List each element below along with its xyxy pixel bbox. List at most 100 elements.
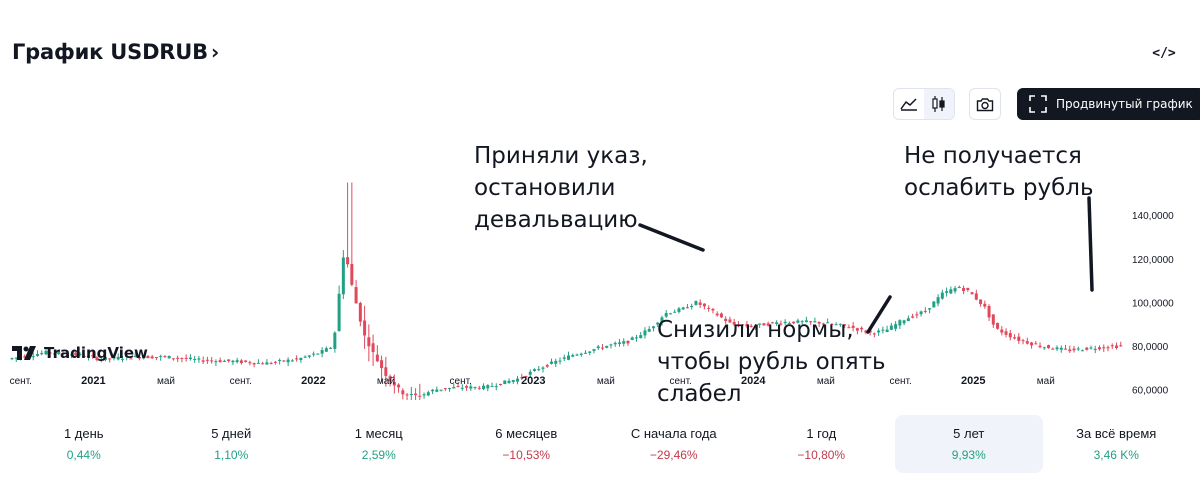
candle-body [1119, 345, 1123, 347]
period-ytd[interactable]: С начала года −29,46% [600, 415, 748, 473]
candle-body [23, 356, 27, 358]
candle-body [95, 357, 99, 361]
candle-body [928, 308, 932, 310]
candle-body [1106, 347, 1110, 349]
candle-body [609, 344, 613, 346]
candle-body [35, 354, 39, 356]
candle-body [1013, 337, 1017, 339]
candle-body [222, 360, 226, 362]
candle-body [630, 337, 634, 340]
candle-body [435, 389, 439, 392]
candle-body [962, 287, 966, 292]
time-tick-label: сент. [670, 376, 692, 387]
candle-body [490, 385, 494, 387]
candle-body [256, 362, 260, 364]
candle-body [486, 385, 490, 389]
period-label: 1 день [63, 426, 104, 441]
chart-toolbar: Продвинутый график [893, 88, 1200, 120]
advanced-chart-button[interactable]: Продвинутый график [1017, 88, 1200, 120]
period-5d[interactable]: 5 дней 1,10% [158, 415, 306, 473]
candle-body [1064, 348, 1068, 350]
annotation-arrows [638, 196, 1094, 334]
candle-body [936, 297, 940, 304]
period-all[interactable]: За всё время 3,46 K% [1043, 415, 1191, 473]
candle-body [860, 327, 864, 330]
candle-body [813, 321, 817, 323]
candle-body [1089, 347, 1093, 349]
period-1y[interactable]: 1 год −10,80% [748, 415, 896, 473]
period-6m[interactable]: 6 месяцев −10,53% [453, 415, 601, 473]
candle-body [677, 308, 681, 312]
candle-body [460, 387, 464, 389]
candle-body [855, 328, 859, 331]
candle-body [40, 352, 44, 355]
candle-body [82, 355, 86, 357]
page-title[interactable]: График USDRUB › [12, 40, 219, 64]
candle-body [528, 371, 532, 375]
candle-body [821, 323, 825, 325]
candle-body [779, 323, 783, 325]
candle-body [668, 313, 672, 315]
candle-body [745, 324, 749, 327]
candle-body [341, 257, 345, 295]
candle-body [1021, 340, 1025, 342]
candle-body [991, 314, 995, 325]
period-selector: 1 день 0,44% 5 дней 1,10% 1 месяц 2,59% … [10, 415, 1190, 473]
candle-body [545, 365, 549, 367]
candle-body [516, 378, 520, 382]
candle-body [354, 287, 358, 304]
period-change: 1,10% [214, 448, 249, 462]
time-tick-label: май [1037, 376, 1055, 387]
period-label: 5 дней [211, 426, 252, 441]
chevron-right-icon: › [210, 40, 219, 64]
candle-body [473, 386, 477, 388]
candle-body [579, 353, 583, 355]
candle-body [792, 321, 796, 324]
candle-body [719, 313, 723, 318]
candle-body [1004, 331, 1008, 335]
candle-body [919, 311, 923, 315]
candle-body [762, 323, 766, 326]
period-change: 3,46 K% [1093, 448, 1139, 462]
candle-body [91, 355, 95, 357]
candle-body [452, 386, 456, 389]
candle-body [685, 307, 689, 309]
candle-body [626, 340, 630, 344]
candlestick-button[interactable] [924, 89, 954, 119]
candle-body [282, 360, 286, 362]
candle-body [324, 348, 328, 352]
candle-body [702, 303, 706, 307]
candle-body [286, 359, 290, 363]
snapshot-button[interactable] [969, 88, 1001, 120]
candle-body [392, 382, 396, 386]
candle-body [248, 362, 252, 364]
candle-body [261, 363, 265, 365]
candle-body [1030, 342, 1034, 346]
candle-body [1059, 347, 1063, 350]
period-1m[interactable]: 1 месяц 2,59% [305, 415, 453, 473]
candles-layer [10, 182, 1123, 400]
candle-body [966, 287, 970, 290]
candle-body [112, 356, 116, 359]
candle-body [664, 313, 668, 317]
annotation-line: чтобы рубль опять [657, 349, 886, 375]
candle-body [44, 350, 48, 355]
time-tick-label: май [597, 376, 615, 387]
tradingview-logo[interactable]: TradingView [12, 344, 148, 362]
candle-body [133, 355, 137, 357]
annotation-line: Приняли указ, [474, 143, 648, 169]
code-embed-icon[interactable]: </> [1152, 45, 1176, 61]
price-chart[interactable]: 60,0000 80,0000 100,0000 120,0000 140,0000 с… [0, 130, 1200, 400]
candle-body [363, 320, 367, 336]
candle-body [125, 356, 129, 358]
candle-body [834, 324, 838, 326]
candle-body [1081, 350, 1085, 352]
period-5y[interactable]: 5 лет 9,93% [895, 415, 1043, 473]
candle-body [732, 321, 736, 325]
candle-body [503, 380, 507, 385]
candle-body [1034, 343, 1038, 345]
candle-body [787, 322, 791, 324]
area-chart-button[interactable] [894, 89, 924, 119]
period-1d[interactable]: 1 день 0,44% [10, 415, 158, 473]
period-change: 2,59% [361, 448, 396, 462]
